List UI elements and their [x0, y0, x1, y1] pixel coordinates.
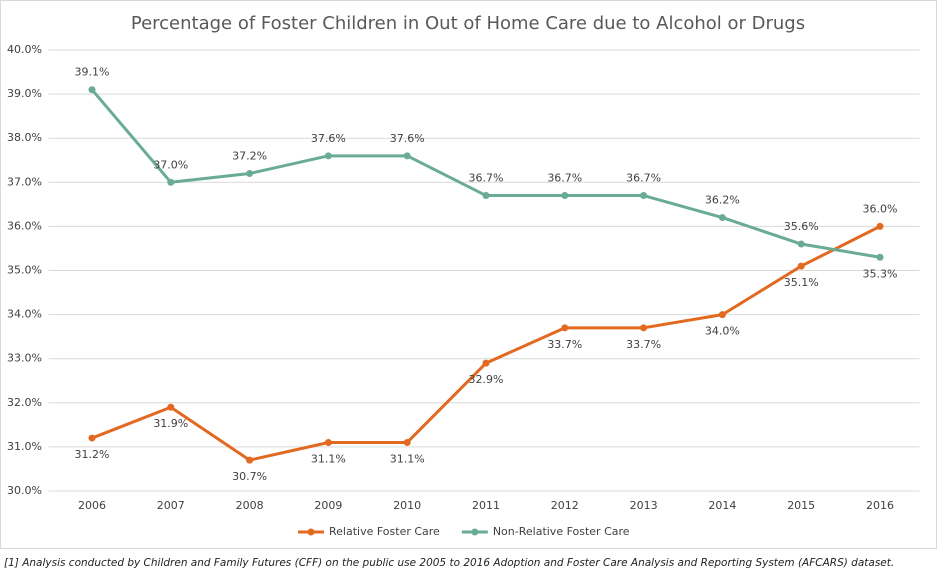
- x-tick-label: 2006: [78, 499, 106, 512]
- data-label: 36.2%: [705, 194, 740, 207]
- data-label: 32.9%: [469, 373, 504, 386]
- legend-label: Relative Foster Care: [329, 525, 440, 538]
- data-label: 37.0%: [153, 158, 188, 171]
- point: [797, 240, 805, 248]
- data-label: 39.1%: [75, 66, 110, 79]
- data-label: 31.1%: [390, 452, 425, 465]
- data-label: 33.7%: [547, 338, 582, 351]
- point: [167, 403, 175, 411]
- point: [403, 152, 411, 160]
- point: [640, 192, 648, 200]
- point: [561, 192, 569, 200]
- point: [246, 456, 254, 464]
- x-tick-label: 2013: [630, 499, 658, 512]
- data-label: 30.7%: [232, 470, 267, 483]
- data-label: 35.1%: [784, 276, 819, 289]
- data-label: 33.7%: [626, 338, 661, 351]
- chart-border: [0, 0, 937, 549]
- data-label: 34.0%: [705, 325, 740, 338]
- point: [88, 86, 96, 94]
- x-tick-label: 2010: [393, 499, 421, 512]
- y-tick-label: 36.0%: [7, 219, 42, 232]
- point: [88, 434, 96, 442]
- point: [797, 262, 805, 270]
- y-tick-label: 31.0%: [7, 440, 42, 453]
- data-label: 37.6%: [390, 132, 425, 145]
- data-label: 31.1%: [311, 452, 346, 465]
- point: [718, 311, 726, 319]
- x-tick-label: 2007: [157, 499, 185, 512]
- data-label: 31.9%: [153, 417, 188, 430]
- y-tick-label: 40.0%: [7, 43, 42, 56]
- y-tick-label: 30.0%: [7, 484, 42, 497]
- point: [718, 214, 726, 222]
- point: [482, 359, 490, 367]
- y-tick-label: 38.0%: [7, 131, 42, 144]
- x-tick-label: 2012: [551, 499, 579, 512]
- y-tick-label: 35.0%: [7, 264, 42, 277]
- footnote: [1] Analysis conducted by Children and F…: [4, 557, 894, 569]
- data-label: 36.7%: [626, 172, 661, 185]
- y-tick-label: 34.0%: [7, 308, 42, 321]
- data-label: 37.2%: [232, 149, 267, 162]
- data-label: 36.7%: [469, 172, 504, 185]
- point: [324, 152, 332, 160]
- point: [403, 438, 411, 446]
- y-tick-label: 39.0%: [7, 87, 42, 100]
- data-label: 35.6%: [784, 220, 819, 233]
- point: [167, 178, 175, 186]
- point: [246, 169, 254, 177]
- y-tick-label: 37.0%: [7, 175, 42, 188]
- point: [324, 438, 332, 446]
- chart-title: Percentage of Foster Children in Out of …: [131, 13, 805, 34]
- point: [876, 253, 884, 261]
- legend-swatch-point: [471, 528, 479, 536]
- x-tick-label: 2015: [787, 499, 815, 512]
- data-label: 31.2%: [75, 448, 110, 461]
- point: [640, 324, 648, 332]
- point: [482, 192, 490, 200]
- x-tick-label: 2011: [472, 499, 500, 512]
- legend-swatch-point: [307, 528, 315, 536]
- x-tick-label: 2008: [236, 499, 264, 512]
- y-tick-label: 32.0%: [7, 396, 42, 409]
- data-label: 37.6%: [311, 132, 346, 145]
- y-tick-label: 33.0%: [7, 352, 42, 365]
- data-label: 36.0%: [863, 202, 898, 215]
- data-label: 36.7%: [547, 172, 582, 185]
- data-label: 35.3%: [863, 267, 898, 280]
- point: [876, 222, 884, 230]
- legend-label: Non-Relative Foster Care: [493, 525, 630, 538]
- x-tick-label: 2014: [708, 499, 736, 512]
- x-tick-label: 2016: [866, 499, 894, 512]
- x-tick-label: 2009: [314, 499, 342, 512]
- point: [561, 324, 569, 332]
